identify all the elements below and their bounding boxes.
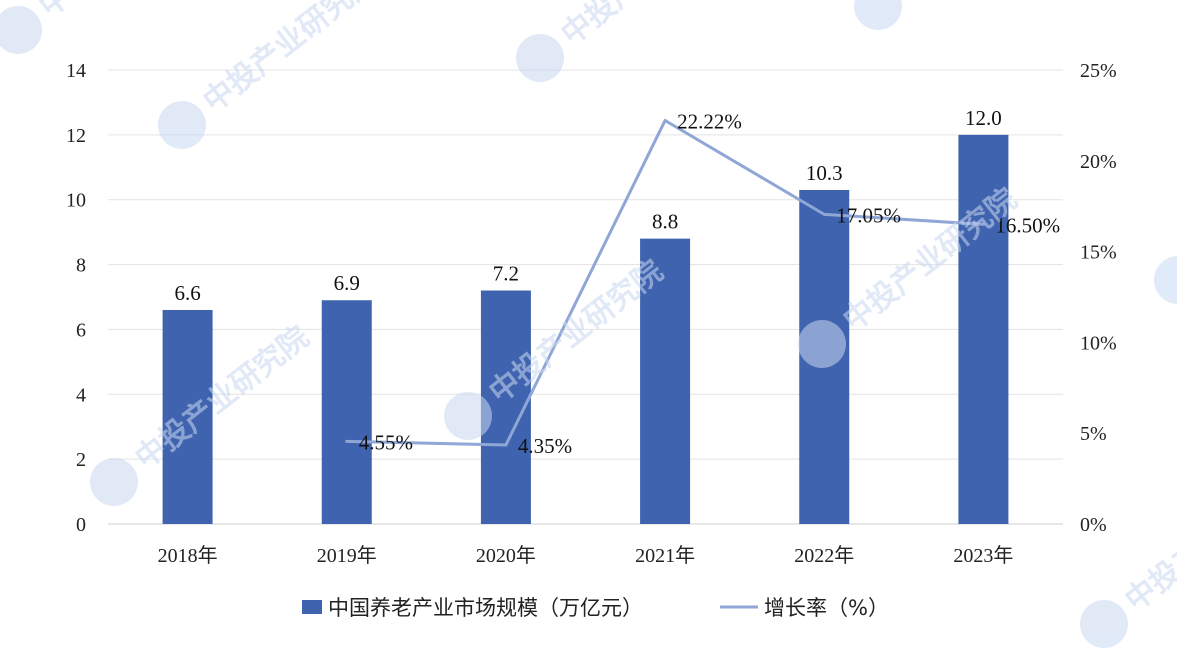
- company-logo-icon: [90, 458, 138, 506]
- bar: [640, 238, 691, 524]
- line-point: [345, 439, 349, 443]
- bar: [162, 309, 213, 524]
- line-point: [663, 118, 667, 122]
- line-point: [981, 222, 985, 226]
- right-axis-ticks: 0% 5% 10% 15% 20% 25%: [1080, 60, 1117, 536]
- watermark-text: 中投产业研究院: [33, 0, 220, 24]
- bar: [958, 134, 1009, 524]
- right-axis-tick-label: 25%: [1080, 60, 1117, 82]
- x-axis-tick-label: 2019年: [317, 544, 377, 567]
- watermark: 中投产业研究院: [854, 0, 1080, 30]
- watermark: 中投产业研究院: [1154, 256, 1177, 304]
- left-axis-tick-label: 6: [76, 319, 86, 341]
- line-point: [504, 443, 508, 447]
- gridlines: [108, 69, 1063, 525]
- line-data-label: 16.50%: [995, 213, 1060, 237]
- right-axis-tick-label: 10%: [1080, 332, 1117, 354]
- line-data-label: 22.22%: [677, 109, 742, 133]
- x-axis: 2018年 2019年 2020年 2021年 2022年 2023年: [158, 544, 1014, 567]
- company-logo-icon: [516, 34, 564, 82]
- left-axis-tick-label: 0: [76, 514, 86, 536]
- company-logo-icon: [444, 392, 492, 440]
- line-data-label: 17.05%: [836, 203, 901, 227]
- right-axis-tick-label: 0%: [1080, 514, 1107, 536]
- line-series: 4.55% 4.35% 22.22% 17.05% 16.50%: [345, 109, 1060, 458]
- x-axis-tick-label: 2022年: [794, 544, 854, 567]
- watermark-text: 中投产业研究院: [129, 320, 316, 477]
- watermark: 中投产业研究院: [1080, 462, 1177, 648]
- x-axis-tick-label: 2018年: [158, 544, 218, 567]
- company-logo-icon: [1080, 600, 1128, 648]
- watermark-text: 中投产业研究院: [555, 0, 742, 52]
- left-axis-tick-label: 4: [76, 384, 86, 406]
- watermark-text: 中投产业研究院: [197, 0, 384, 119]
- right-axis-tick-label: 15%: [1080, 242, 1117, 264]
- right-axis-tick-label: 20%: [1080, 151, 1117, 173]
- left-axis-ticks: 0 2 4 6 8 10 12 14: [66, 60, 86, 536]
- bar-data-label: 6.6: [174, 281, 200, 305]
- bar-data-label: 12.0: [965, 106, 1002, 130]
- bar-data-label: 7.2: [493, 262, 519, 286]
- legend: 中国养老产业市场规模（万亿元） 增长率（%）: [302, 596, 889, 620]
- watermark: 中投产业研究院: [444, 254, 670, 440]
- company-logo-icon: [854, 0, 902, 30]
- right-axis-tick-label: 5%: [1080, 423, 1107, 445]
- watermark: 中投产业研究院: [516, 0, 742, 82]
- bar-data-label: 6.9: [334, 271, 360, 295]
- line-point: [822, 212, 826, 216]
- legend-line-label: 增长率（%）: [764, 596, 889, 620]
- left-axis-tick-label: 14: [66, 60, 86, 82]
- left-axis-tick-label: 10: [66, 190, 86, 212]
- company-logo-icon: [158, 101, 206, 149]
- legend-bar-swatch: [302, 600, 322, 614]
- legend-bar-label: 中国养老产业市场规模（万亿元）: [328, 596, 643, 620]
- x-axis-tick-label: 2021年: [635, 544, 695, 567]
- bar-data-label: 8.8: [652, 210, 678, 234]
- company-logo-icon: [798, 320, 846, 368]
- bar-data-label: 10.3: [806, 161, 843, 185]
- watermark: 中投产业研究院: [0, 0, 220, 54]
- left-axis-tick-label: 12: [66, 125, 86, 147]
- bar: [321, 300, 372, 524]
- company-logo-icon: [0, 6, 42, 54]
- left-axis-tick-label: 8: [76, 255, 86, 277]
- line-data-label: 4.35%: [518, 434, 572, 458]
- line-data-label: 4.55%: [359, 430, 413, 454]
- x-axis-tick-label: 2020年: [476, 544, 536, 567]
- watermark-text: 中投产业研究院: [1119, 462, 1177, 619]
- company-logo-icon: [1154, 256, 1177, 304]
- left-axis-tick-label: 2: [76, 449, 86, 471]
- x-axis-tick-label: 2023年: [953, 544, 1013, 567]
